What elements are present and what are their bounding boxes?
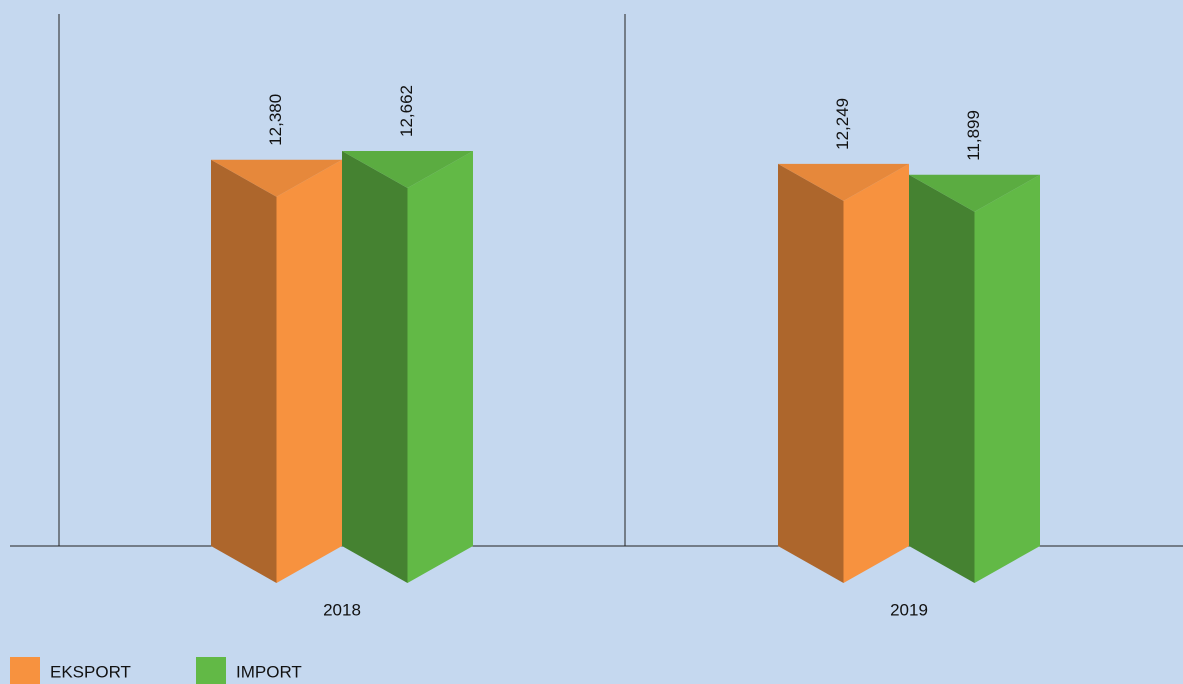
bar-right-face (974, 174, 1040, 584)
bar-top-face (909, 174, 1040, 212)
bar-right-face (407, 151, 473, 583)
bar (909, 174, 1040, 584)
bar-top-face (778, 163, 909, 201)
legend-label: EKSPORT (50, 662, 131, 681)
bar (211, 159, 342, 584)
bar-right-face (276, 159, 342, 584)
bar-left-face (778, 163, 844, 583)
x-tick-label: 2019 (890, 600, 928, 619)
bar-left-face (342, 151, 408, 583)
bar (778, 163, 909, 583)
bar-left-face (909, 174, 975, 584)
bar-top-face (342, 151, 473, 188)
data-label: 12,662 (397, 85, 416, 137)
legend-swatch (10, 657, 40, 684)
x-tick-label: 2018 (323, 600, 361, 619)
data-label: 11,899 (964, 110, 983, 161)
bar-left-face (211, 159, 277, 584)
data-label: 12,249 (833, 98, 852, 150)
bar-top-face (211, 159, 342, 197)
bar (342, 151, 473, 583)
data-label: 12,380 (266, 94, 285, 146)
bar-right-face (843, 163, 909, 583)
legend-swatch (196, 657, 226, 684)
legend-label: IMPORT (236, 662, 302, 681)
